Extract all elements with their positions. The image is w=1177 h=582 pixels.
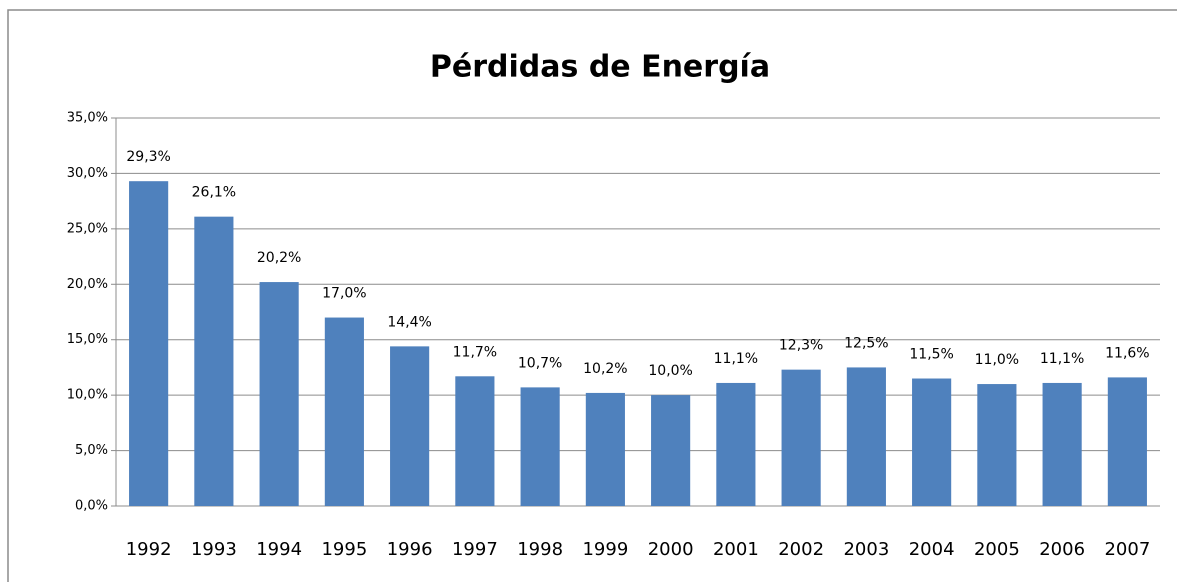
x-tick-label: 2006 xyxy=(1039,539,1085,560)
x-tick-label: 2003 xyxy=(843,539,889,560)
bar xyxy=(259,282,299,506)
y-tick-label: 0,0% xyxy=(75,499,108,514)
x-tick-label: 1992 xyxy=(126,539,172,560)
data-label: 10,2% xyxy=(583,361,627,377)
x-tick-label: 2001 xyxy=(713,539,759,560)
y-tick-label: 35,0% xyxy=(67,111,108,126)
data-label: 29,3% xyxy=(126,149,170,165)
x-tick-label: 1998 xyxy=(517,539,563,560)
data-label: 10,7% xyxy=(518,355,562,371)
bar xyxy=(585,392,625,506)
x-tick-label: 1993 xyxy=(191,539,237,560)
x-tick-label: 2002 xyxy=(778,539,824,560)
data-label: 12,5% xyxy=(844,335,888,351)
y-tick-label: 30,0% xyxy=(67,166,108,181)
data-label: 17,0% xyxy=(322,286,366,302)
x-tick-label: 1996 xyxy=(387,539,433,560)
x-tick-label: 2004 xyxy=(909,539,955,560)
data-label: 12,3% xyxy=(779,338,823,354)
bar xyxy=(846,367,886,506)
data-label: 11,5% xyxy=(909,347,953,363)
x-tick-label: 1997 xyxy=(452,539,498,560)
data-label: 10,0% xyxy=(648,363,692,379)
y-tick-label: 20,0% xyxy=(67,277,108,292)
bar xyxy=(194,216,234,507)
x-tick-label: 1994 xyxy=(256,539,302,560)
bar xyxy=(1107,377,1147,506)
y-tick-label: 15,0% xyxy=(67,332,108,347)
x-tick-label: 1995 xyxy=(321,539,367,560)
data-label: 11,0% xyxy=(975,352,1019,368)
bar xyxy=(520,387,560,506)
data-label: 11,7% xyxy=(453,344,497,360)
x-tick-label: 1999 xyxy=(582,539,628,560)
x-tick-label: 2007 xyxy=(1104,539,1150,560)
data-label: 26,1% xyxy=(192,185,236,201)
x-tick-label: 2000 xyxy=(648,539,694,560)
bar xyxy=(1042,382,1082,506)
data-label: 14,4% xyxy=(387,314,431,330)
chart-title: Pérdidas de Energía xyxy=(430,50,770,85)
y-tick-label: 10,0% xyxy=(67,388,108,403)
bar xyxy=(324,317,364,506)
y-tick-label: 25,0% xyxy=(67,221,108,236)
bar xyxy=(390,346,430,506)
y-tick-label: 5,0% xyxy=(75,443,108,458)
data-label: 11,6% xyxy=(1105,345,1149,361)
data-label: 11,1% xyxy=(714,351,758,367)
data-label: 20,2% xyxy=(257,250,301,266)
data-label: 11,1% xyxy=(1040,351,1084,367)
x-tick-label: 2005 xyxy=(974,539,1020,560)
bar xyxy=(781,369,821,506)
bar xyxy=(129,181,169,506)
bar xyxy=(651,395,691,506)
bar xyxy=(977,384,1017,506)
bar xyxy=(912,378,952,506)
bar xyxy=(455,376,495,506)
bar xyxy=(716,382,756,506)
